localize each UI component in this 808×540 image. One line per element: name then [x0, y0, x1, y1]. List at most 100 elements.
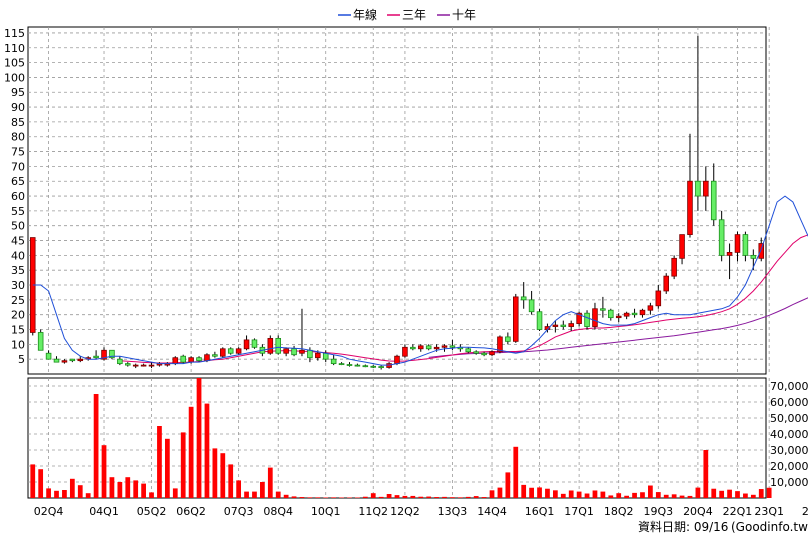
volume-bar — [291, 496, 297, 498]
x-tick-label: 05Q2 — [137, 505, 167, 518]
price-tick-label: 40 — [11, 249, 25, 262]
volume-bar — [465, 496, 471, 498]
volume-bar — [750, 494, 756, 498]
volume-bar — [663, 494, 669, 498]
volume-bar — [679, 495, 685, 498]
x-tick-label: 11Q2 — [358, 505, 388, 518]
candle-body — [394, 355, 400, 365]
candle-body — [497, 336, 503, 353]
volume-frame — [27, 377, 767, 499]
candle — [560, 320, 567, 330]
candle-body — [378, 366, 384, 368]
volume-tick-label: 40,000 — [770, 428, 808, 441]
x-tick-label: 04Q1 — [89, 505, 119, 518]
candle-body — [322, 352, 329, 360]
volume-bar — [164, 438, 170, 498]
x-tick-label: 07Q3 — [224, 505, 254, 518]
candle — [718, 210, 725, 262]
price-panel: 5101520253035404550556065707580859095100… — [4, 26, 808, 375]
candle-body — [592, 308, 598, 327]
volume-bar — [85, 493, 91, 498]
candle — [639, 308, 646, 318]
ma-ten-line — [428, 297, 808, 358]
volume-bar — [38, 469, 44, 498]
candle-body — [742, 234, 749, 256]
candle-body — [655, 290, 662, 307]
volume-bar — [592, 490, 598, 498]
volume-bar — [315, 497, 321, 498]
candle-body — [196, 357, 202, 362]
volume-bar — [600, 491, 606, 498]
candle-body — [560, 324, 567, 327]
candle-body — [69, 358, 76, 362]
volume-bar — [584, 493, 590, 498]
candle — [679, 234, 685, 265]
candle — [243, 335, 250, 351]
volume-bar — [267, 467, 273, 498]
candle — [734, 231, 741, 262]
candle — [148, 362, 155, 369]
candle-body — [188, 357, 194, 363]
price-tick-label: 85 — [11, 116, 25, 129]
candle-body — [726, 252, 733, 256]
candle-body — [77, 358, 84, 362]
candle-body — [410, 346, 416, 350]
price-tick-label: 10 — [11, 338, 25, 351]
candle — [275, 335, 281, 355]
volume-bar — [212, 448, 218, 498]
price-tick-label: 65 — [11, 175, 25, 188]
x-tick-label: 02Q4 — [34, 505, 64, 518]
candle — [69, 358, 76, 363]
candle-body — [330, 358, 337, 365]
candle — [212, 351, 218, 358]
volume-bar — [236, 480, 242, 498]
candle — [77, 356, 84, 363]
volume-bar — [457, 497, 463, 498]
legend-label: 三年 — [402, 8, 426, 22]
volume-tick-label: 50,000 — [770, 412, 808, 425]
candle — [489, 350, 495, 357]
candle — [402, 344, 408, 358]
volume-bar — [426, 496, 432, 498]
volume-bar — [719, 490, 725, 498]
candle-body — [758, 243, 765, 259]
x-tick-label: 06Q2 — [176, 505, 206, 518]
candle-body — [267, 338, 274, 354]
candle — [481, 351, 487, 357]
candle-body — [695, 180, 701, 197]
volume-bar — [632, 492, 637, 498]
candle-body — [520, 296, 527, 301]
x-tick-label: 22Q1 — [723, 505, 753, 518]
volume-bar — [30, 464, 36, 498]
candle-body — [53, 358, 60, 363]
candle — [655, 285, 662, 309]
candle-body — [568, 323, 574, 327]
volume-bar — [331, 497, 337, 498]
candle-body — [489, 351, 495, 356]
candle — [29, 237, 36, 336]
candle-body — [93, 355, 99, 359]
volume-bar — [204, 403, 210, 498]
legend: 年線 三年 十年 — [338, 7, 476, 22]
candle — [536, 308, 543, 331]
volume-bar — [252, 491, 257, 498]
candle — [505, 332, 511, 345]
price-tick-label: 95 — [11, 86, 25, 99]
volume-bar — [157, 426, 162, 498]
candle — [117, 356, 123, 366]
candle — [362, 364, 369, 368]
volume-bar — [355, 497, 360, 499]
candle — [196, 356, 202, 363]
volume-bar — [695, 487, 701, 498]
volume-bar — [370, 493, 376, 498]
price-tick-label: 5 — [18, 353, 25, 366]
volume-tick-label: 60,000 — [770, 396, 808, 409]
price-tick-label: 105 — [4, 57, 25, 70]
volume-bar — [545, 488, 550, 498]
candle-body — [433, 346, 440, 350]
candle-body — [536, 311, 543, 330]
volume-bar — [655, 492, 661, 498]
volume-bar — [101, 445, 107, 498]
candle — [647, 302, 654, 315]
candle — [251, 338, 258, 349]
